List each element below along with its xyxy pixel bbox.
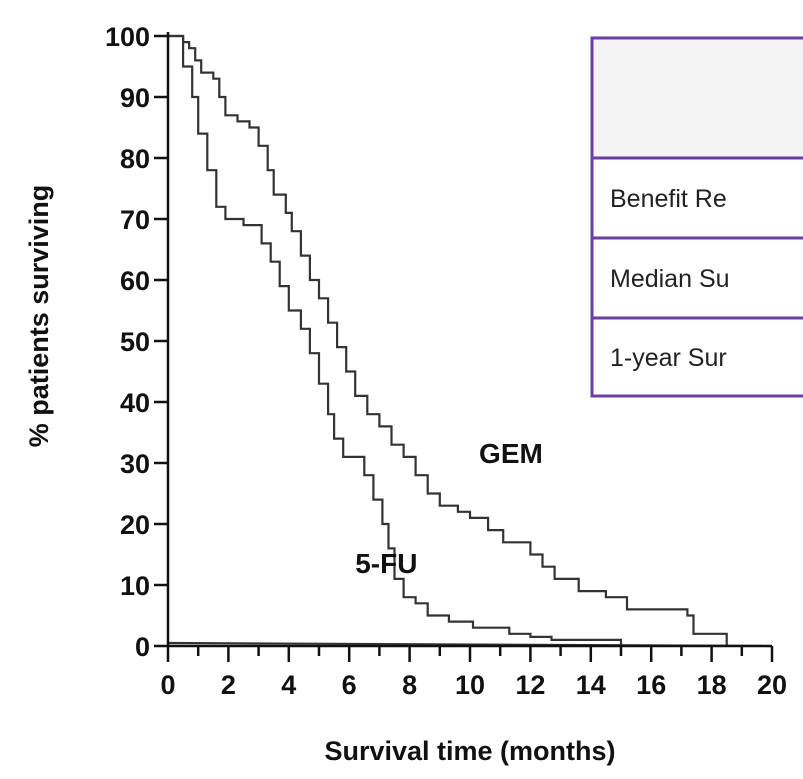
table-row-label: Benefit Re: [610, 185, 727, 213]
y-tick-label: 30: [120, 449, 150, 479]
summary-table: Benefit Re Median Su 1-year Sur: [590, 36, 803, 398]
y-tick-label: 70: [120, 205, 150, 235]
series-label-gem: GEM: [479, 438, 543, 469]
x-tick-label: 18: [697, 670, 727, 700]
annotation-layer: GEM 5-FU: [355, 438, 543, 579]
x-tick-label: 20: [757, 670, 787, 700]
y-tick-label: 0: [135, 632, 150, 662]
y-tick-label: 100: [105, 22, 150, 52]
y-tick-label: 50: [120, 327, 150, 357]
y-tick-label: 80: [120, 144, 150, 174]
x-tick-label: 10: [455, 670, 485, 700]
x-tick-label: 0: [160, 670, 175, 700]
y-tick-label: 20: [120, 510, 150, 540]
y-tick-label: 60: [120, 266, 150, 296]
x-tick-label: 12: [515, 670, 545, 700]
y-tick-label: 40: [120, 388, 150, 418]
x-tick-label: 8: [402, 670, 417, 700]
y-axis-title: % patients surviving: [24, 185, 54, 448]
table-row: [590, 316, 803, 398]
table-header-row: [590, 36, 803, 160]
table-row: [590, 156, 803, 240]
y-tick-label: 90: [120, 83, 150, 113]
x-tick-label: 16: [636, 670, 666, 700]
axis-layer: 0 10 20 30 40 50 60 70 80 90 100 0 2 4 6 8 10 12 14 16 18 20 S…: [24, 22, 787, 766]
series-line-gem: [168, 34, 728, 646]
table-row-label: Median Su: [610, 265, 730, 293]
x-tick-label: 6: [342, 670, 357, 700]
x-tick-label: 4: [281, 670, 296, 700]
x-axis-title: Survival time (months): [324, 736, 615, 766]
x-tick-label: 14: [576, 670, 606, 700]
x-tick-label: 2: [221, 670, 236, 700]
table-row: [590, 236, 803, 320]
series-label-5fu: 5-FU: [355, 548, 417, 579]
y-tick-label: 10: [120, 571, 150, 601]
table-row-label: 1-year Sur: [610, 344, 727, 372]
series-line-5fu: [168, 34, 623, 646]
